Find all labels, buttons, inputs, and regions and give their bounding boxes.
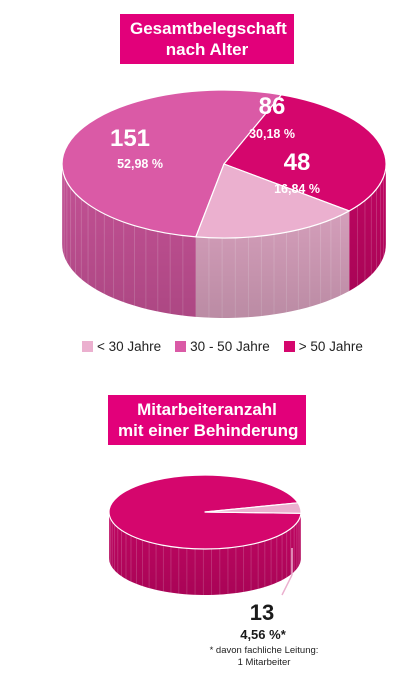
pie1: 151 52,98 % 86 30,18 % 48 16,84 % (61, 89, 387, 318)
footnote-line1: * davon fachliche Leitung: (209, 645, 319, 656)
legend-item-over50: > 50 Jahre (283, 339, 363, 354)
chart2-title-line1: Mitarbeiteranzahl (137, 400, 277, 419)
legend-item-under30: < 30 Jahre (82, 339, 161, 354)
pie-slice-0 (61, 89, 282, 238)
legend-swatch-over50 (283, 341, 295, 352)
legend-item-30-50: 30 - 50 Jahre (175, 339, 270, 354)
pie-slice-1 (204, 502, 302, 514)
pie-side-shade (62, 164, 196, 317)
chart1-title: Gesamtbelegschaft nach Alter (120, 14, 294, 64)
footnote-line2: 1 Mitarbeiter (237, 657, 291, 668)
slice-30-50-percent: 52,98 % (117, 157, 163, 171)
chart1-title-line1: Gesamtbelegschaft (130, 19, 287, 38)
slice-over50-percent: 30,18 % (249, 127, 295, 141)
legend-label-30-50: 30 - 50 Jahre (190, 339, 270, 354)
chart1-title-line2: nach Alter (165, 40, 249, 59)
callout-line-2 (281, 574, 293, 596)
slice-disability-count: 13 (250, 600, 274, 625)
pie-slice-1 (223, 94, 387, 212)
chart2-footnote: * davon fachliche Leitung: 1 Mitarbeiter (204, 645, 324, 669)
legend-swatch-under30 (82, 341, 93, 352)
pie-side-shade (349, 164, 386, 291)
slice-disability-percent: 4,56 %* (240, 627, 286, 642)
pie-slice-2 (195, 163, 350, 239)
slice-over50-count: 86 (259, 93, 286, 120)
pie2: 13 4,56 %* (108, 474, 302, 642)
chart1-legend: < 30 Jahre 30 - 50 Jahre > 50 Jahre (82, 339, 363, 354)
chart2-title: Mitarbeiteranzahl mit einer Behinderung (108, 395, 306, 445)
pie-side-shade (109, 512, 301, 595)
slice-30-50-count: 151 (110, 125, 150, 152)
legend-label-under30: < 30 Jahre (97, 339, 162, 354)
slice-under30-count: 48 (284, 149, 311, 176)
legend-label-over50: > 50 Jahre (298, 339, 363, 354)
chart2-title-line2: mit einer Behinderung (118, 421, 299, 440)
legend-swatch-30-50 (175, 341, 187, 352)
pie-side-shade (195, 210, 350, 318)
slice-under30-percent: 16,84 % (274, 182, 320, 196)
